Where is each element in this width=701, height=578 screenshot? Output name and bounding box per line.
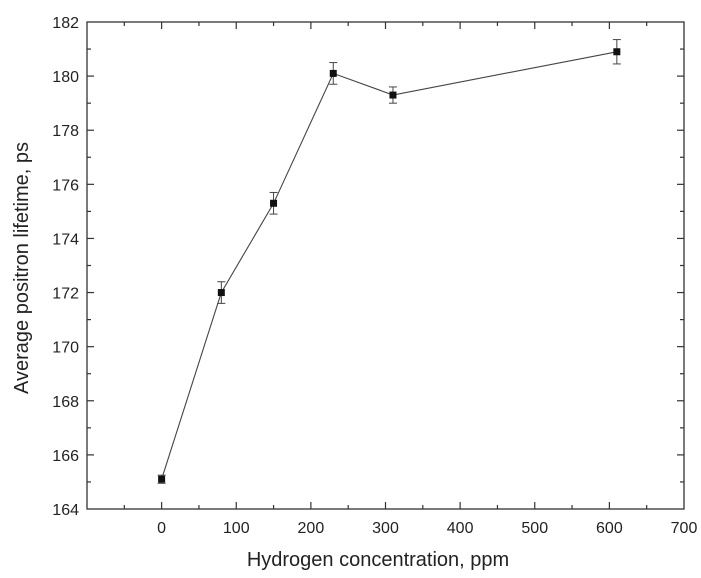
y-tick-label: 182 xyxy=(52,15,79,32)
x-tick-label: 500 xyxy=(521,520,548,537)
y-tick-label: 168 xyxy=(52,394,79,411)
x-tick-label: 200 xyxy=(298,520,325,537)
data-point xyxy=(217,289,225,297)
y-tick-label: 172 xyxy=(52,286,79,303)
x-tick-label: 600 xyxy=(596,520,623,537)
y-tick-label: 170 xyxy=(52,340,79,357)
y-tick-label: 164 xyxy=(52,502,79,519)
data-point xyxy=(329,69,337,77)
x-tick-label: 700 xyxy=(671,520,698,537)
x-tick-label: 400 xyxy=(447,520,474,537)
x-axis-label: Hydrogen concentration, ppm xyxy=(247,549,509,571)
y-tick-label: 178 xyxy=(52,123,79,140)
data-point xyxy=(158,475,166,483)
y-tick-label: 176 xyxy=(52,177,79,194)
plot-frame xyxy=(86,21,685,510)
x-tick-label: 0 xyxy=(157,520,166,537)
series-line xyxy=(161,51,617,480)
data-point xyxy=(613,48,621,56)
x-tick-label: 100 xyxy=(223,520,250,537)
y-tick-label: 166 xyxy=(52,448,79,465)
data-point xyxy=(270,199,278,207)
y-axis-label: Average positron lifetime, ps xyxy=(11,142,33,394)
y-tick-label: 174 xyxy=(52,231,79,248)
x-tick-label: 300 xyxy=(372,520,399,537)
y-tick-label: 180 xyxy=(52,69,79,86)
data-point xyxy=(389,91,397,99)
